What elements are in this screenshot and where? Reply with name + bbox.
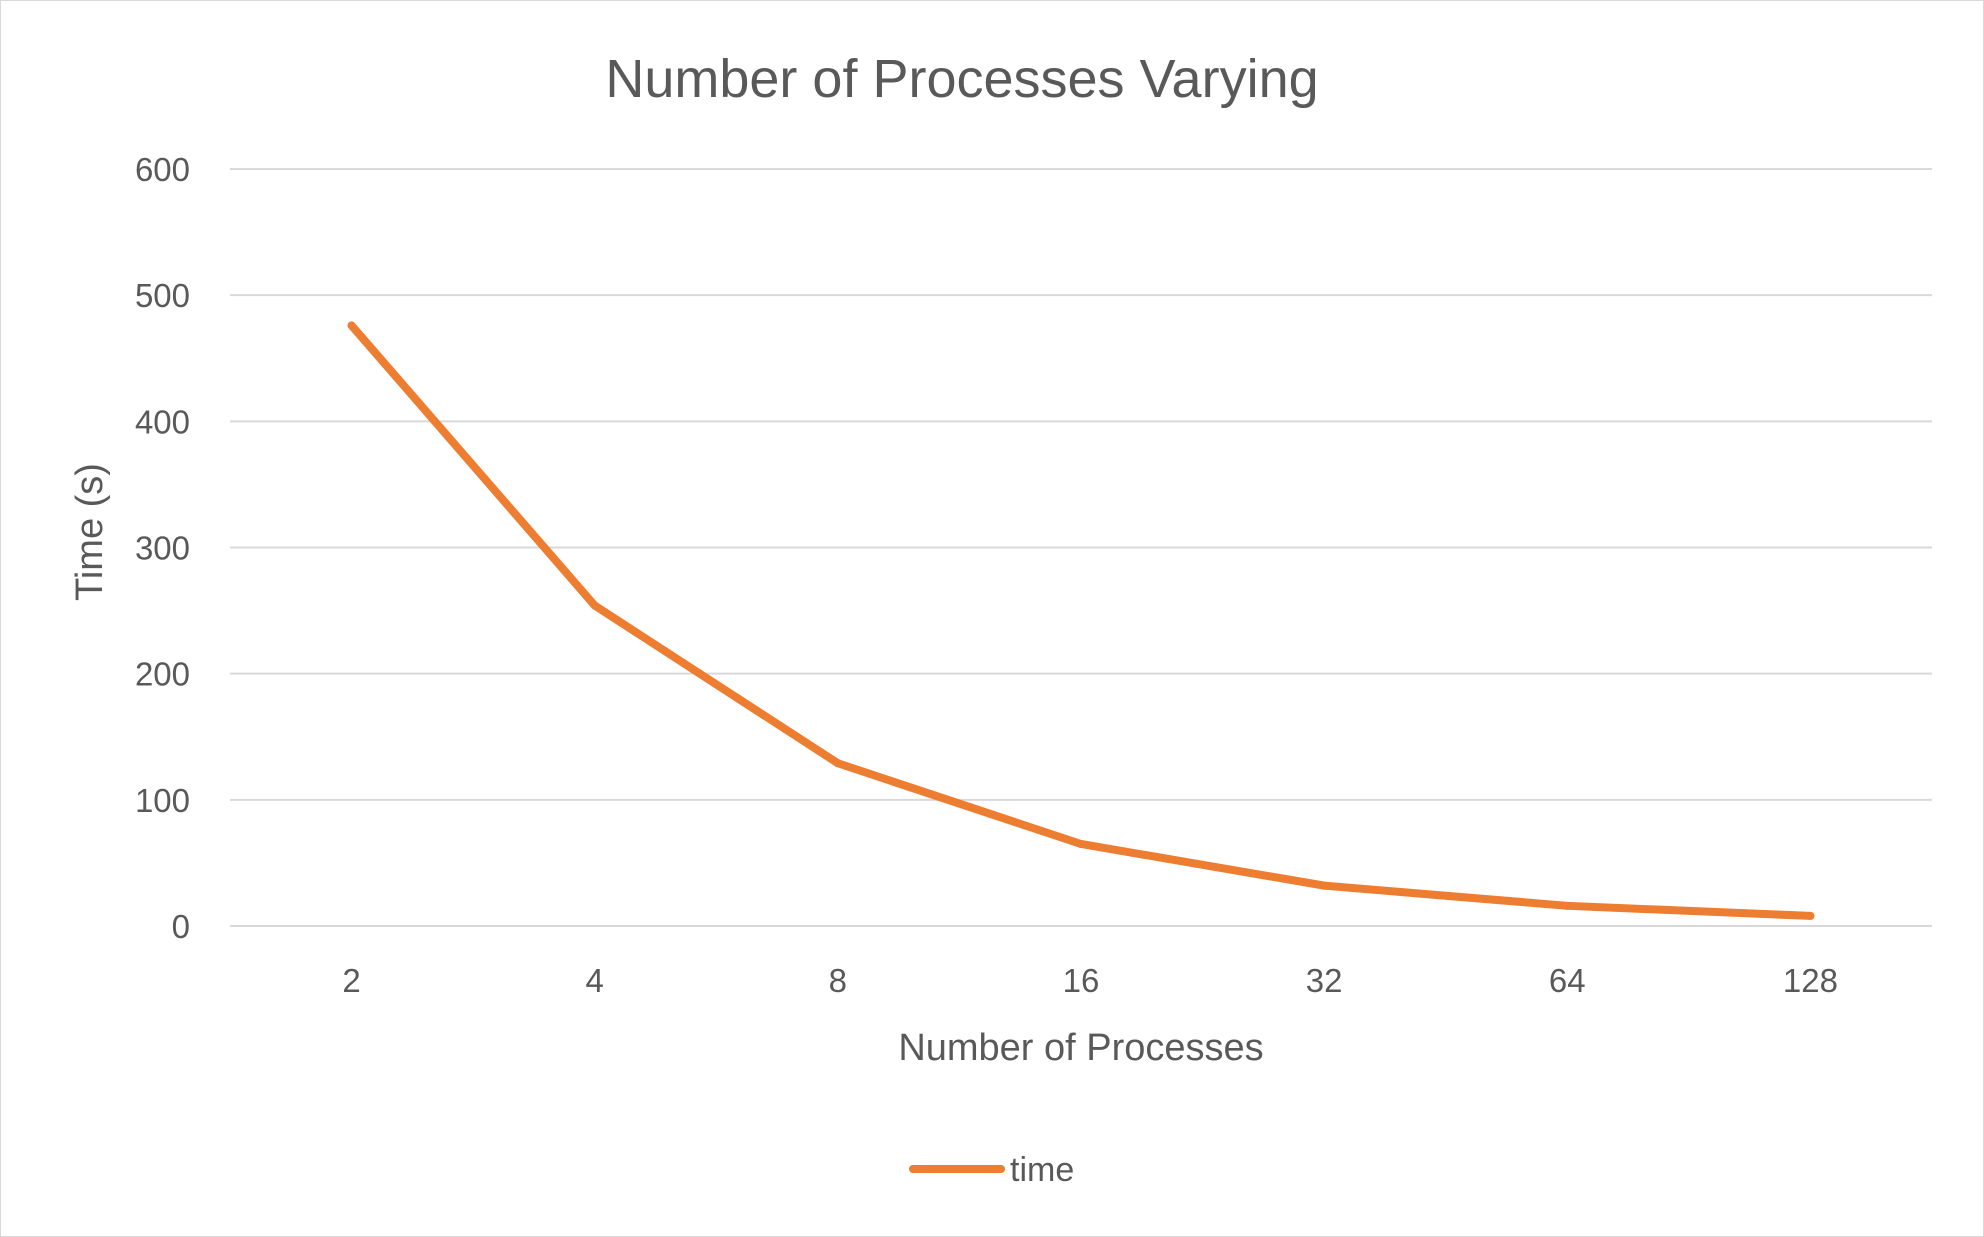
- y-axis-label: Time (s): [69, 463, 111, 601]
- legend-label-time: time: [1010, 1151, 1074, 1189]
- y-tick-label: 300: [135, 530, 190, 567]
- x-tick-label: 16: [1063, 962, 1100, 999]
- x-tick-label: 64: [1549, 962, 1586, 999]
- legend: time: [909, 1151, 1074, 1189]
- chart-title: Number of Processes Varying: [605, 49, 1318, 109]
- series-line-time: [347, 321, 1815, 920]
- x-tick-label: 4: [586, 962, 604, 999]
- x-tick-label: 2: [342, 962, 360, 999]
- data-point-time-16: [1077, 839, 1085, 848]
- data-point-time-32: [1320, 881, 1329, 890]
- y-tick-label: 200: [135, 656, 190, 693]
- y-axis-ticks: 0 100 200 300 400 500 600: [135, 151, 190, 945]
- gridlines: [230, 168, 1932, 927]
- data-point-time-4: [590, 601, 599, 610]
- data-point-time-128: [1806, 911, 1815, 920]
- y-tick-label: 100: [135, 782, 190, 819]
- series-lines: [347, 321, 1815, 920]
- x-axis-label: Number of Processes: [898, 1027, 1263, 1069]
- data-point-time-2: [347, 321, 356, 330]
- x-tick-label: 32: [1306, 962, 1343, 999]
- y-tick-label: 600: [135, 151, 190, 188]
- y-tick-label: 400: [135, 403, 190, 440]
- data-point-time-8: [833, 759, 842, 768]
- y-tick-label: 500: [135, 277, 190, 314]
- y-tick-label: 0: [172, 908, 190, 945]
- x-tick-label: 128: [1783, 962, 1838, 999]
- x-tick-label: 8: [829, 962, 847, 999]
- data-point-time-64: [1563, 901, 1572, 910]
- x-axis-ticks: 2 4 8 16 32 64 128: [342, 962, 1838, 999]
